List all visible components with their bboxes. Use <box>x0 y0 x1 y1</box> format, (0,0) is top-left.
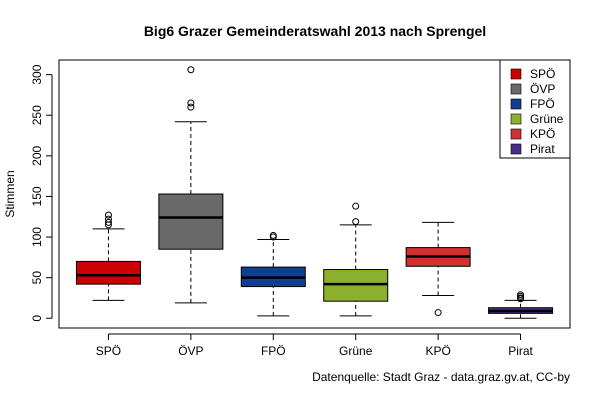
box-4 <box>323 202 389 317</box>
chart-title: Big6 Grazer Gemeinderatswahl 2013 nach S… <box>144 23 486 39</box>
outlier-point <box>352 202 360 210</box>
y-axis-label: Stimmen <box>3 170 17 217</box>
box-6 <box>488 291 554 319</box>
box-1 <box>75 211 141 301</box>
boxes <box>75 66 554 319</box>
plot-border <box>58 59 571 329</box>
x-tick-label: FPÖ <box>261 344 286 358</box>
y-tick-label: 250 <box>30 105 44 125</box>
y-tick-label: 300 <box>30 64 44 84</box>
legend-swatch <box>510 128 522 140</box>
legend-swatch <box>510 83 522 95</box>
plot-frame <box>58 59 571 329</box>
outlier-point <box>517 291 525 299</box>
legend-label: ÖVP <box>530 82 555 96</box>
legend-label: Pirat <box>530 142 555 156</box>
y-tick-label: 100 <box>30 227 44 247</box>
legend-label: KPÖ <box>530 127 555 141</box>
outlier-point <box>187 66 195 74</box>
outlier-point <box>104 211 112 219</box>
x-tick-label: Pirat <box>508 344 533 358</box>
y-tick-label: 150 <box>30 186 44 206</box>
box-3 <box>240 231 306 317</box>
x-tick-label: SPÖ <box>96 344 121 358</box>
legend-swatch <box>510 143 522 155</box>
legend-swatch <box>510 113 522 125</box>
source-note: Datenquelle: Stadt Graz - data.graz.gv.a… <box>312 370 570 384</box>
y-axis: 0 50 100 150 200 250 300 <box>30 64 53 322</box>
y-tick-label: 0 <box>30 315 44 322</box>
y-tick-label: 200 <box>30 145 44 165</box>
iqr-box <box>75 260 141 285</box>
box-5 <box>405 221 471 317</box>
legend-label: SPÖ <box>530 67 555 81</box>
legend-swatch <box>510 68 522 80</box>
outlier-point <box>352 218 360 226</box>
x-axis: SPÖ ÖVP FPÖ Grüne KPÖ Pirat <box>96 333 534 358</box>
legend-label: FPÖ <box>530 97 555 111</box>
outlier-point <box>104 218 112 226</box>
outlier-point <box>187 99 195 107</box>
x-tick-label: ÖVP <box>178 344 203 358</box>
x-tick-label: Grüne <box>339 344 373 358</box>
box-2 <box>158 66 224 304</box>
legend-swatch <box>510 98 522 110</box>
outlier-point <box>434 309 442 317</box>
x-tick-label: KPÖ <box>425 344 450 358</box>
outlier-point <box>104 215 112 223</box>
iqr-box <box>158 193 224 250</box>
outlier-point <box>269 231 277 239</box>
outlier-point <box>187 103 195 111</box>
legend-label: Grüne <box>530 112 564 126</box>
y-tick-label: 50 <box>30 271 44 285</box>
